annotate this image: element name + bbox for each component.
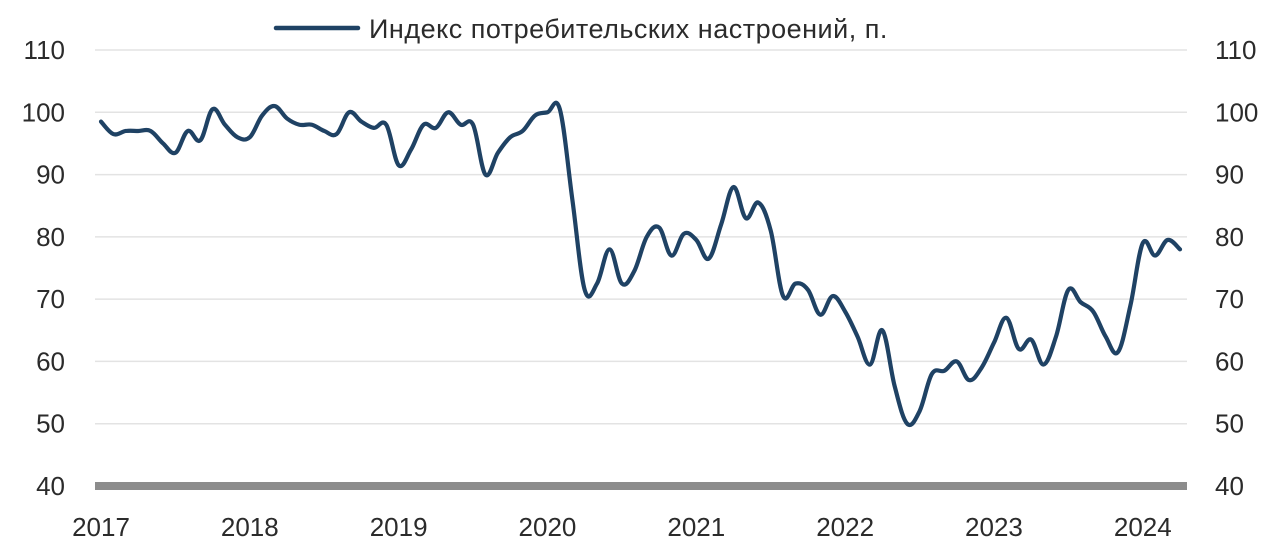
y-tick-label-left: 110 [24, 35, 65, 65]
y-tick-label-right: 60 [1215, 346, 1244, 376]
y-tick-label-left: 40 [36, 471, 65, 501]
y-tick-label-right: 40 [1215, 471, 1244, 501]
y-tick-label-left: 60 [36, 346, 65, 376]
y-tick-label-left: 90 [36, 160, 65, 190]
y-tick-label-right: 100 [1215, 97, 1258, 127]
x-tick-label: 2022 [816, 512, 874, 542]
y-tick-label-left: 70 [36, 284, 65, 314]
left-y-axis-ticks: 40 50 60 70 80 90 100 110 [22, 35, 65, 501]
y-tick-label-right: 90 [1215, 160, 1244, 190]
y-tick-label-left: 80 [36, 222, 65, 252]
y-tick-label-right: 70 [1215, 284, 1244, 314]
legend: Индекс потребительских настроений, п. [273, 14, 888, 44]
grid-lines [95, 49, 1187, 490]
series-layer [98, 100, 1183, 428]
x-tick-label: 2021 [667, 512, 725, 542]
y-tick-label-right: 50 [1215, 409, 1244, 439]
x-axis-ticks: 2017 2018 2019 2020 2021 2022 2023 2024 [72, 512, 1172, 542]
x-tick-label: 2018 [221, 512, 279, 542]
x-tick-label: 2017 [72, 512, 130, 542]
right-y-axis-ticks: 40 50 60 70 80 90 100 110 [1215, 35, 1258, 501]
y-tick-label-right: 80 [1215, 222, 1244, 252]
y-tick-label-right: 110 [1215, 35, 1256, 65]
series-line [98, 100, 1183, 428]
x-tick-label: 2019 [370, 512, 428, 542]
legend-label: Индекс потребительских настроений, п. [369, 14, 888, 44]
x-tick-label: 2020 [519, 512, 577, 542]
y-tick-label-left: 50 [36, 409, 65, 439]
x-tick-label: 2024 [1114, 512, 1172, 542]
y-tick-label-left: 100 [22, 97, 65, 127]
x-tick-label: 2023 [965, 512, 1023, 542]
